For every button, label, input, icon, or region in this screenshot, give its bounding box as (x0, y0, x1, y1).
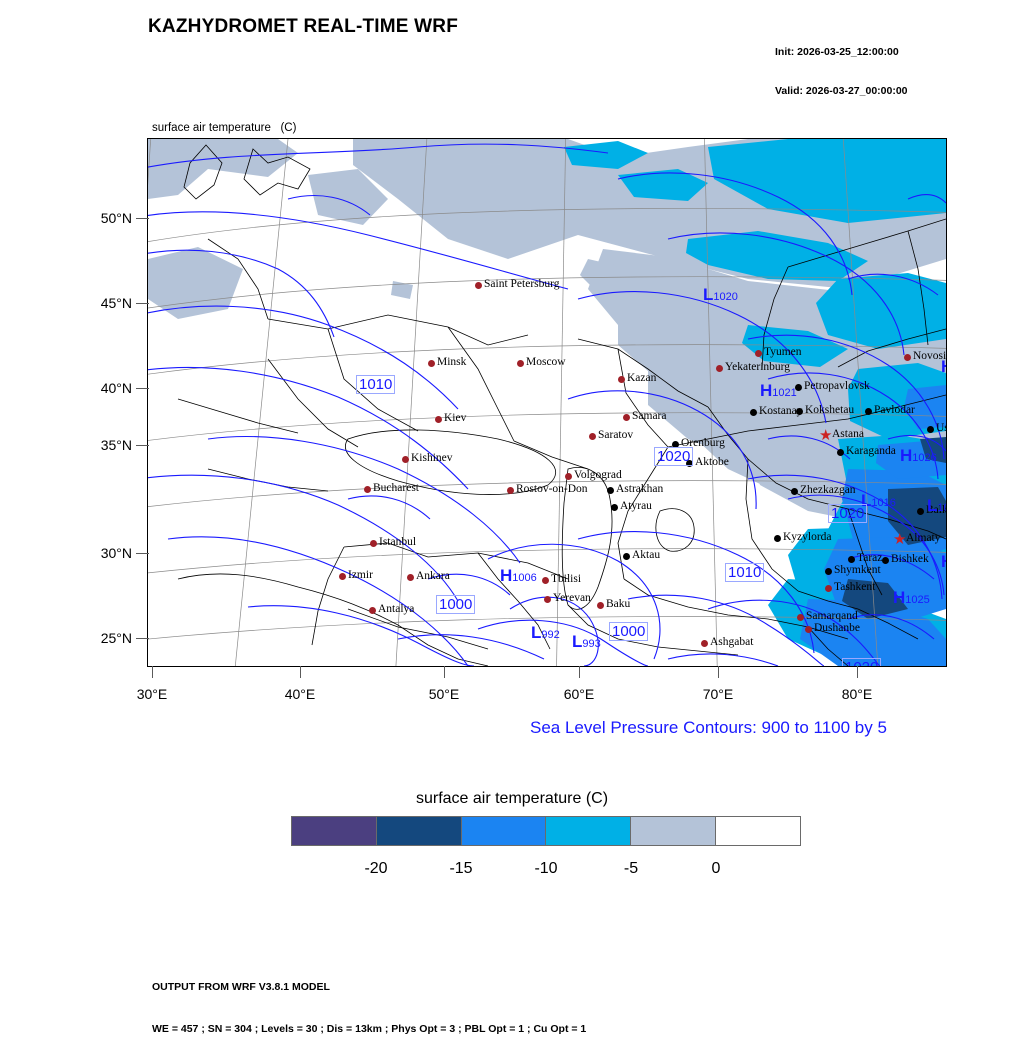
page-title: KAZHYDROMET REAL-TIME WRF (148, 16, 459, 37)
lat-tick-25n: 25°N (60, 630, 149, 646)
lon-tick-70e-label: 70°E (702, 686, 734, 702)
colorbar-tick--20: -20 (364, 860, 388, 877)
model-output-footer: OUTPUT FROM WRF V3.8.1 MODEL WE = 457 ; … (152, 952, 586, 1050)
lon-tick-60e-label: 60°E (563, 686, 595, 702)
lon-tick-50e-mark (443, 666, 445, 678)
lat-tick-30n-mark (136, 552, 149, 554)
pressure-contours (148, 143, 946, 666)
colorbar-swatch-5 (715, 817, 800, 845)
colorbar-tick--10: -10 (534, 860, 558, 877)
lat-tick-35n: 35°N (60, 437, 149, 453)
colorbar-title: surface air temperature (C) (415, 790, 609, 807)
colorbar-swatch-3 (545, 817, 631, 845)
lon-tick-40e: 40°E (265, 666, 335, 702)
field-label-temperature: surface air temperature (C) (152, 122, 297, 134)
valid-time: Valid: 2026-03-27_00:00:00 (775, 85, 908, 97)
lon-tick-60e-mark (578, 666, 580, 678)
lat-tick-35n-mark (136, 444, 149, 446)
map-canvas (148, 139, 946, 666)
lon-tick-60e: 60°E (544, 666, 614, 702)
map-panel[interactable]: Saint Petersburg Minsk Moscow Kazan Samara Ki… (147, 138, 947, 667)
colorbar-ticks: -20 -15 -10 -5 0 (291, 860, 801, 880)
contour-caption: Sea Level Pressure Contours: 900 to 1100… (530, 718, 887, 737)
colorbar-swatch-4 (630, 817, 716, 845)
lat-tick-40n-label: 40°N (100, 380, 132, 396)
lon-tick-50e: 50°E (409, 666, 479, 702)
run-info: Init: 2026-03-25_12:00:00 Valid: 2026-03… (775, 20, 908, 111)
footer-line-2: WE = 457 ; SN = 304 ; Levels = 30 ; Dis … (152, 1023, 587, 1035)
lat-tick-40n-mark (136, 387, 149, 389)
colorbar[interactable] (291, 816, 801, 846)
lon-tick-80e-label: 80°E (841, 686, 873, 702)
lat-tick-25n-mark (136, 637, 149, 639)
lat-tick-25n-label: 25°N (100, 630, 132, 646)
lon-tick-80e: 80°E (822, 666, 892, 702)
lat-tick-50n-label: 50°N (100, 210, 132, 226)
lon-tick-80e-mark (856, 666, 858, 678)
lat-tick-35n-label: 35°N (100, 437, 132, 453)
lon-tick-50e-label: 50°E (428, 686, 460, 702)
lon-tick-30e-mark (151, 666, 153, 678)
lon-tick-40e-mark (299, 666, 301, 678)
lon-tick-30e: 30°E (117, 666, 187, 702)
lat-tick-50n-mark (136, 217, 149, 219)
colorbar-tick--5: -5 (623, 860, 639, 877)
colorbar-swatch-2 (460, 817, 546, 845)
lat-tick-45n-mark (136, 302, 149, 304)
lat-tick-45n: 45°N (60, 295, 149, 311)
colorbar-swatch-1 (375, 817, 461, 845)
init-time: Init: 2026-03-25_12:00:00 (775, 46, 899, 58)
lon-tick-70e: 70°E (683, 666, 753, 702)
colorbar-tick--15: -15 (449, 860, 473, 877)
footer-line-1: OUTPUT FROM WRF V3.8.1 MODEL (152, 981, 330, 993)
lat-tick-30n-label: 30°N (100, 545, 132, 561)
lon-tick-30e-label: 30°E (136, 686, 168, 702)
lat-tick-30n: 30°N (60, 545, 149, 561)
lat-tick-50n: 50°N (60, 210, 149, 226)
colorbar-tick-0: 0 (711, 860, 721, 877)
lat-tick-45n-label: 45°N (100, 295, 132, 311)
lon-tick-40e-label: 40°E (284, 686, 316, 702)
lat-tick-40n: 40°N (60, 380, 149, 396)
lon-tick-70e-mark (717, 666, 719, 678)
colorbar-swatch-0 (292, 817, 376, 845)
